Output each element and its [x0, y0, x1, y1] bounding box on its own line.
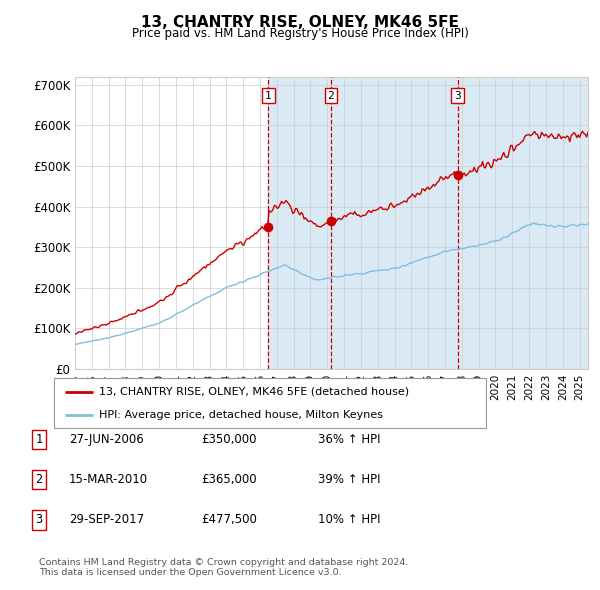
Bar	[458, 77, 596, 369]
Bar	[331, 77, 458, 369]
Bar	[268, 77, 331, 369]
Text: Price paid vs. HM Land Registry's House Price Index (HPI): Price paid vs. HM Land Registry's House …	[131, 27, 469, 40]
Text: 15-MAR-2010: 15-MAR-2010	[69, 473, 148, 486]
Text: 36% ↑ HPI: 36% ↑ HPI	[318, 433, 380, 446]
Text: 10% ↑ HPI: 10% ↑ HPI	[318, 513, 380, 526]
Text: £477,500: £477,500	[201, 513, 257, 526]
Text: 13, CHANTRY RISE, OLNEY, MK46 5FE: 13, CHANTRY RISE, OLNEY, MK46 5FE	[141, 15, 459, 30]
Text: £350,000: £350,000	[201, 433, 257, 446]
Text: 13, CHANTRY RISE, OLNEY, MK46 5FE (detached house): 13, CHANTRY RISE, OLNEY, MK46 5FE (detac…	[100, 386, 409, 396]
Text: 2: 2	[35, 473, 43, 486]
Text: 27-JUN-2006: 27-JUN-2006	[69, 433, 144, 446]
Text: 3: 3	[35, 513, 43, 526]
Text: Contains HM Land Registry data © Crown copyright and database right 2024.
This d: Contains HM Land Registry data © Crown c…	[39, 558, 409, 577]
Text: 2: 2	[328, 91, 334, 101]
Text: HPI: Average price, detached house, Milton Keynes: HPI: Average price, detached house, Milt…	[100, 410, 383, 420]
Text: 29-SEP-2017: 29-SEP-2017	[69, 513, 144, 526]
Text: £365,000: £365,000	[201, 473, 257, 486]
Text: 3: 3	[454, 91, 461, 101]
Text: 39% ↑ HPI: 39% ↑ HPI	[318, 473, 380, 486]
Text: 1: 1	[265, 91, 272, 101]
Text: 1: 1	[35, 433, 43, 446]
